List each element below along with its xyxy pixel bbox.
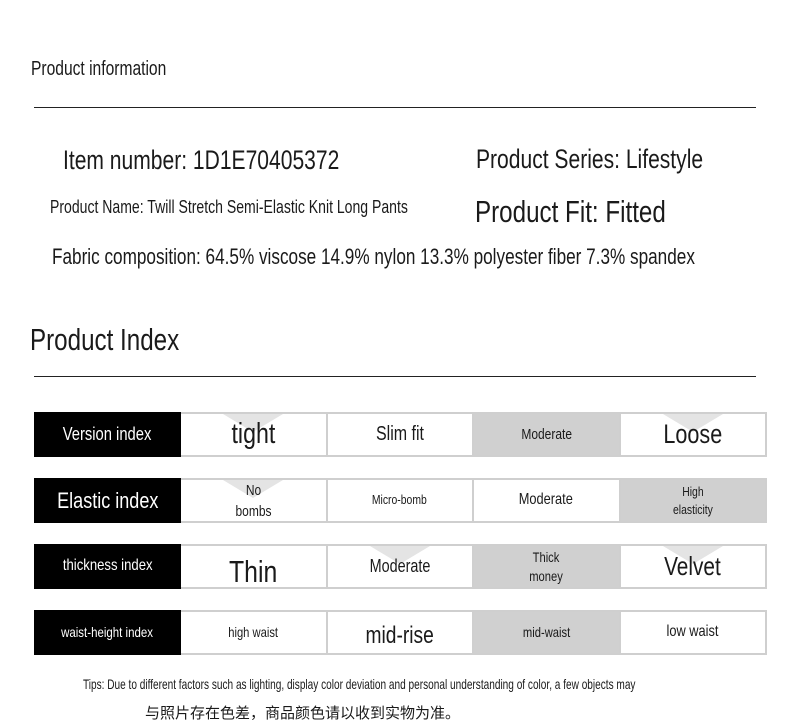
product-index-title: Product Index [30, 322, 180, 357]
index-cell: Moderate [327, 544, 474, 589]
index-cell: tight [181, 412, 328, 457]
tips-text-chinese: 与照片存在色差，商品颜色请以收到实物为准。 [145, 705, 461, 722]
index-cell: Velvet [620, 544, 767, 589]
row-label: waist-height index [34, 610, 181, 655]
index-cell: No bombs [181, 478, 328, 523]
index-cell: mid-rise [327, 610, 474, 655]
index-cell: low waist [620, 610, 767, 655]
index-cell: Micro-bomb [327, 478, 474, 523]
elastic-index-row: Elastic index No bombs Micro-bomb Modera… [34, 478, 767, 523]
divider [34, 376, 756, 377]
index-cell-selected: High elasticity [620, 478, 767, 523]
tips-text: Tips: Due to different factors such as l… [83, 676, 636, 692]
index-cell: Slim fit [327, 412, 474, 457]
product-information-title: Product information [31, 58, 167, 80]
index-cell: Thin [181, 544, 328, 589]
index-cell-selected: mid-waist [474, 610, 621, 655]
index-cell: Moderate [474, 478, 621, 523]
waist-height-index-row: waist-height index high waist mid-rise m… [34, 610, 767, 655]
divider [34, 107, 756, 108]
index-cell: Loose [620, 412, 767, 457]
version-index-row: Version index tight Slim fit Moderate Lo… [34, 412, 767, 457]
product-fit: Product Fit: Fitted [475, 194, 666, 229]
product-series: Product Series: Lifestyle [476, 144, 704, 174]
product-name: Product Name: Twill Stretch Semi-Elastic… [50, 197, 408, 217]
row-label: Version index [34, 412, 181, 457]
item-number: Item number: 1D1E70405372 [63, 145, 340, 175]
row-label: Elastic index [34, 478, 181, 523]
fabric-composition: Fabric composition: 64.5% viscose 14.9% … [52, 244, 695, 269]
row-label: thickness index [34, 544, 181, 589]
index-cell: high waist [181, 610, 328, 655]
index-cell-selected: Thick money [474, 544, 621, 589]
thickness-index-row: thickness index Thin Moderate Thick mone… [34, 544, 767, 589]
index-cell-selected: Moderate [474, 412, 621, 457]
